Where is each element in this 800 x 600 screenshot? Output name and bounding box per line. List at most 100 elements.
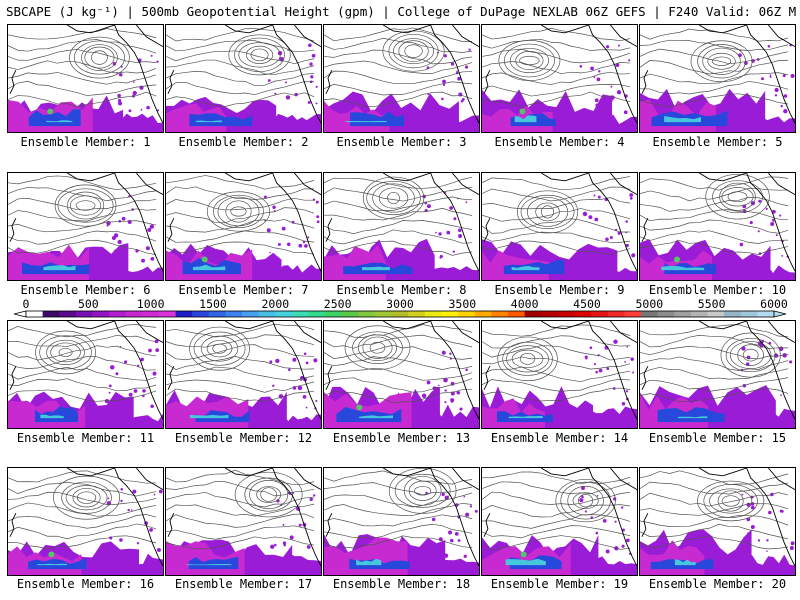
map-canvas [640, 25, 795, 132]
ensemble-member-caption: Ensemble Member: 1 [20, 135, 151, 149]
colorbar-bin [524, 311, 542, 317]
map-canvas [640, 173, 795, 280]
map-canvas [324, 321, 479, 428]
map-canvas [8, 173, 163, 280]
ensemble-member-map [481, 467, 638, 576]
ensemble-member-caption: Ensemble Member: 19 [490, 577, 629, 591]
colorbar-bin [175, 311, 193, 317]
ensemble-member-caption: Ensemble Member: 11 [16, 431, 155, 445]
sbcape-shading [324, 191, 479, 280]
sbcape-colorbar [13, 310, 787, 318]
height-contours [166, 469, 315, 550]
ensemble-member-caption: Ensemble Member: 16 [16, 577, 155, 591]
height-contours [8, 28, 157, 108]
ensemble-member-map [7, 24, 164, 133]
height-contours [640, 174, 789, 255]
map-canvas [482, 173, 637, 280]
colorbar-tick-label: 6000 [760, 297, 788, 311]
height-contours [8, 470, 157, 550]
colorbar-bin [225, 311, 243, 317]
colorbar-tick-label: 1000 [136, 297, 165, 311]
height-contours [324, 324, 473, 404]
colorbar-bin [491, 311, 509, 317]
ensemble-member-caption: Ensemble Member: 15 [648, 431, 787, 445]
coastline [325, 321, 479, 420]
ensemble-member-caption: Ensemble Member: 2 [178, 135, 309, 149]
coastline [641, 25, 795, 124]
ensemble-member-caption: Ensemble Member: 14 [490, 431, 629, 445]
ensemble-member-map [323, 320, 480, 429]
map-canvas [482, 25, 637, 132]
ensemble-member-caption: Ensemble Member: 9 [494, 283, 625, 297]
ensemble-member-caption: Ensemble Member: 5 [652, 135, 783, 149]
ensemble-member-caption: Ensemble Member: 3 [336, 135, 467, 149]
sbcape-shading [482, 44, 637, 132]
ensemble-member-caption: Ensemble Member: 12 [174, 431, 313, 445]
coastline [167, 25, 321, 124]
colorbar-bin [59, 311, 77, 317]
map-canvas [166, 321, 321, 428]
colorbar-bin [325, 311, 343, 317]
height-contours [166, 28, 315, 107]
map-canvas [324, 25, 479, 132]
colorbar-bin [391, 311, 409, 317]
colorbar-bin [474, 311, 492, 317]
colorbar-bin [375, 311, 393, 317]
colorbar-bin [557, 311, 576, 317]
coastline [641, 173, 795, 272]
height-contours [482, 471, 631, 551]
colorbar-tick-label: 4000 [510, 297, 539, 311]
sbcape-shading [8, 54, 163, 132]
colorbar-bin [242, 311, 260, 317]
sbcape-shading [8, 195, 163, 280]
colorbar-bin [624, 311, 642, 317]
height-contours [482, 176, 631, 256]
colorbar-tick-label: 2500 [323, 297, 352, 311]
colorbar-bin [42, 311, 60, 317]
coastline [325, 468, 479, 567]
colorbar-bin [258, 311, 276, 317]
ensemble-member-map [639, 24, 796, 133]
sbcape-shading [640, 339, 795, 428]
sbcape-shading [166, 43, 321, 132]
coastline [167, 173, 321, 272]
colorbar-bin [308, 311, 326, 317]
sbcape-shading [482, 486, 637, 575]
sbcape-shading [640, 43, 795, 132]
ensemble-member-map [323, 172, 480, 281]
sbcape-shading [482, 339, 637, 428]
colorbar-bin [424, 311, 443, 317]
ensemble-member-caption: Ensemble Member: 10 [648, 283, 787, 297]
height-contours [640, 470, 789, 550]
ensemble-member-map [639, 172, 796, 281]
ensemble-member-map [7, 172, 164, 281]
colorbar-bin [690, 311, 709, 317]
sbcape-shading [482, 193, 637, 280]
ensemble-member-map [323, 24, 480, 133]
ensemble-member-map [639, 467, 796, 576]
height-contours [324, 468, 473, 549]
height-contours [8, 324, 157, 402]
colorbar-bin [291, 311, 310, 317]
colorbar-tick-label: 3000 [386, 297, 414, 311]
height-contours [166, 323, 315, 402]
height-contours [324, 27, 473, 108]
ensemble-member-caption: Ensemble Member: 13 [332, 431, 471, 445]
map-canvas [8, 321, 163, 428]
figure-title: SBCAPE (J kg⁻¹) | 500mb Geopotential Hei… [6, 4, 796, 19]
coastline [9, 25, 163, 124]
ensemble-member-map [165, 172, 322, 281]
coastline [641, 468, 795, 567]
ensemble-member-map [165, 24, 322, 133]
colorbar-bin [574, 311, 592, 317]
ensemble-member-map [481, 172, 638, 281]
coastline [641, 321, 795, 420]
colorbar-tick-label: 1500 [199, 297, 227, 311]
map-canvas [482, 468, 637, 575]
colorbar-bin [341, 311, 359, 317]
ensemble-member-map [165, 467, 322, 576]
colorbar-bin [724, 311, 742, 317]
ensemble-member-caption: Ensemble Member: 6 [20, 283, 151, 297]
height-contours [8, 175, 157, 256]
map-canvas [640, 321, 795, 428]
